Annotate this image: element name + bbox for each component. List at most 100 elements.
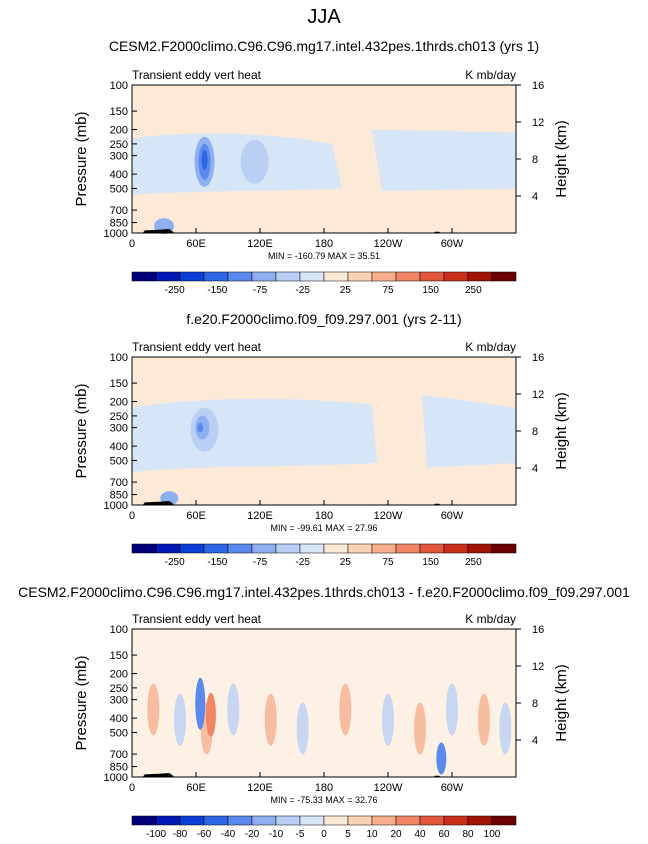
- colorbar-swatch: [419, 815, 445, 826]
- colorbar-swatch: [299, 543, 325, 554]
- colorbar-swatch: [155, 815, 181, 826]
- panel-title: f.e20.F2000climo.f09_f09.297.001 (yrs 2-…: [186, 311, 461, 327]
- colorbar-swatch: [179, 271, 205, 282]
- height-tick-label: 4: [532, 735, 538, 747]
- min-max-stats: MIN = -75.33 MAX = 32.76: [270, 795, 377, 805]
- colorbar-swatch: [467, 271, 493, 282]
- height-tick-label: 4: [532, 463, 538, 475]
- colorbar-swatch: [131, 543, 157, 554]
- lon-tick-label: 60W: [441, 782, 464, 794]
- colorbar-swatch: [323, 815, 349, 826]
- pressure-tick-label: 150: [110, 650, 128, 662]
- colorbar-swatch: [203, 815, 229, 826]
- colorbar-label: 5: [345, 829, 351, 840]
- colorbar-swatch: [131, 271, 157, 282]
- pressure-tick-label: 100: [110, 80, 128, 92]
- colorbar-swatch: [467, 815, 493, 826]
- height-tick-label: 16: [532, 624, 544, 636]
- colorbar-swatch: [131, 815, 157, 826]
- lon-tick-label: 120E: [247, 238, 273, 250]
- topography-mask: [142, 229, 175, 233]
- colorbar-label: -20: [245, 829, 260, 840]
- colorbar-label: 60: [438, 829, 450, 840]
- colorbar-label: -100: [146, 829, 166, 840]
- colorbar-swatch: [275, 815, 301, 826]
- colorbar-label: 100: [484, 829, 501, 840]
- lon-tick-label: 180: [315, 782, 333, 794]
- colorbar-label: 25: [340, 557, 352, 568]
- y-axis-right-label: Height (km): [553, 120, 570, 198]
- pressure-tick-label: 850: [110, 218, 128, 230]
- height-tick-label: 4: [532, 191, 538, 203]
- pressure-tick-label: 500: [110, 727, 128, 739]
- colorbar-swatch: [491, 815, 517, 826]
- colorbar-label: -150: [207, 285, 227, 296]
- y-axis-right-label: Height (km): [553, 664, 570, 742]
- colorbar-swatch: [395, 271, 421, 282]
- pressure-tick-label: 150: [110, 378, 128, 390]
- left-label: Transient eddy vert heat: [132, 68, 262, 82]
- colorbar-swatch: [395, 543, 421, 554]
- colorbar-label: -75: [253, 285, 268, 296]
- min-max-stats: MIN = -160.79 MAX = 35.51: [268, 251, 380, 261]
- height-tick-label: 8: [532, 154, 538, 166]
- colorbar-swatch: [299, 815, 325, 826]
- colorbar-swatch: [371, 815, 397, 826]
- colorbar-swatch: [467, 543, 493, 554]
- colorbar-swatch: [419, 543, 445, 554]
- lon-tick-label: 180: [315, 238, 333, 250]
- lon-tick-label: 120W: [374, 510, 403, 522]
- lon-tick-label: 60E: [186, 238, 206, 250]
- colorbar-swatch: [347, 815, 373, 826]
- topography-mask: [142, 773, 175, 777]
- colorbar-swatch: [227, 815, 253, 826]
- pressure-tick-label: 150: [110, 106, 128, 118]
- colorbar-swatch: [251, 815, 277, 826]
- colorbar-label: 25: [340, 285, 352, 296]
- pressure-tick-label: 400: [110, 441, 128, 453]
- lon-tick-label: 0: [129, 510, 135, 522]
- colorbar-swatch: [419, 271, 445, 282]
- pressure-tick-label: 400: [110, 713, 128, 725]
- lon-tick-label: 60W: [441, 510, 464, 522]
- colorbar-swatch: [275, 543, 301, 554]
- colorbar-label: 0: [321, 829, 327, 840]
- height-tick-label: 12: [532, 389, 544, 401]
- lon-tick-label: 120E: [247, 510, 273, 522]
- pressure-tick-label: 500: [110, 183, 128, 195]
- y-axis-label: Pressure (mb): [73, 655, 90, 750]
- height-tick-label: 12: [532, 661, 544, 673]
- colorbar-swatch: [443, 815, 469, 826]
- colorbar-swatch: [371, 543, 397, 554]
- colorbar-label: -25: [295, 285, 310, 296]
- colorbar-label: -250: [165, 557, 185, 568]
- colorbar-label: -250: [165, 285, 185, 296]
- pressure-tick-label: 850: [110, 762, 128, 774]
- height-tick-label: 12: [532, 117, 544, 129]
- colorbar-label: -75: [253, 557, 268, 568]
- panel-title: CESM2.F2000climo.C96.C96.mg17.intel.432p…: [109, 38, 539, 54]
- panel-1: CESM2.F2000climo.C96.C96.mg17.intel.432p…: [73, 38, 570, 296]
- colorbar-label: -10: [269, 829, 284, 840]
- panel-2: f.e20.F2000climo.f09_f09.297.001 (yrs 2-…: [73, 311, 570, 568]
- panel-3: CESM2.F2000climo.C96.C96.mg17.intel.432p…: [18, 584, 630, 840]
- pressure-tick-label: 200: [110, 397, 128, 409]
- colorbar-label: 10: [366, 829, 378, 840]
- colorbar-swatch: [227, 271, 253, 282]
- colorbar-swatch: [203, 271, 229, 282]
- colorbar-swatch: [299, 271, 325, 282]
- colorbar-swatch: [347, 271, 373, 282]
- left-label: Transient eddy vert heat: [132, 612, 262, 626]
- pressure-tick-label: 300: [110, 151, 128, 163]
- pressure-tick-label: 200: [110, 125, 128, 137]
- height-tick-label: 16: [532, 80, 544, 92]
- colorbar-label: -80: [173, 829, 188, 840]
- y-axis-right-label: Height (km): [553, 392, 570, 470]
- colorbar-label: 40: [414, 829, 426, 840]
- colorbar-swatch: [491, 271, 517, 282]
- colorbar-swatch: [179, 815, 205, 826]
- pressure-tick-label: 250: [110, 139, 128, 151]
- lon-tick-label: 120E: [247, 782, 273, 794]
- pressure-tick-label: 250: [110, 411, 128, 423]
